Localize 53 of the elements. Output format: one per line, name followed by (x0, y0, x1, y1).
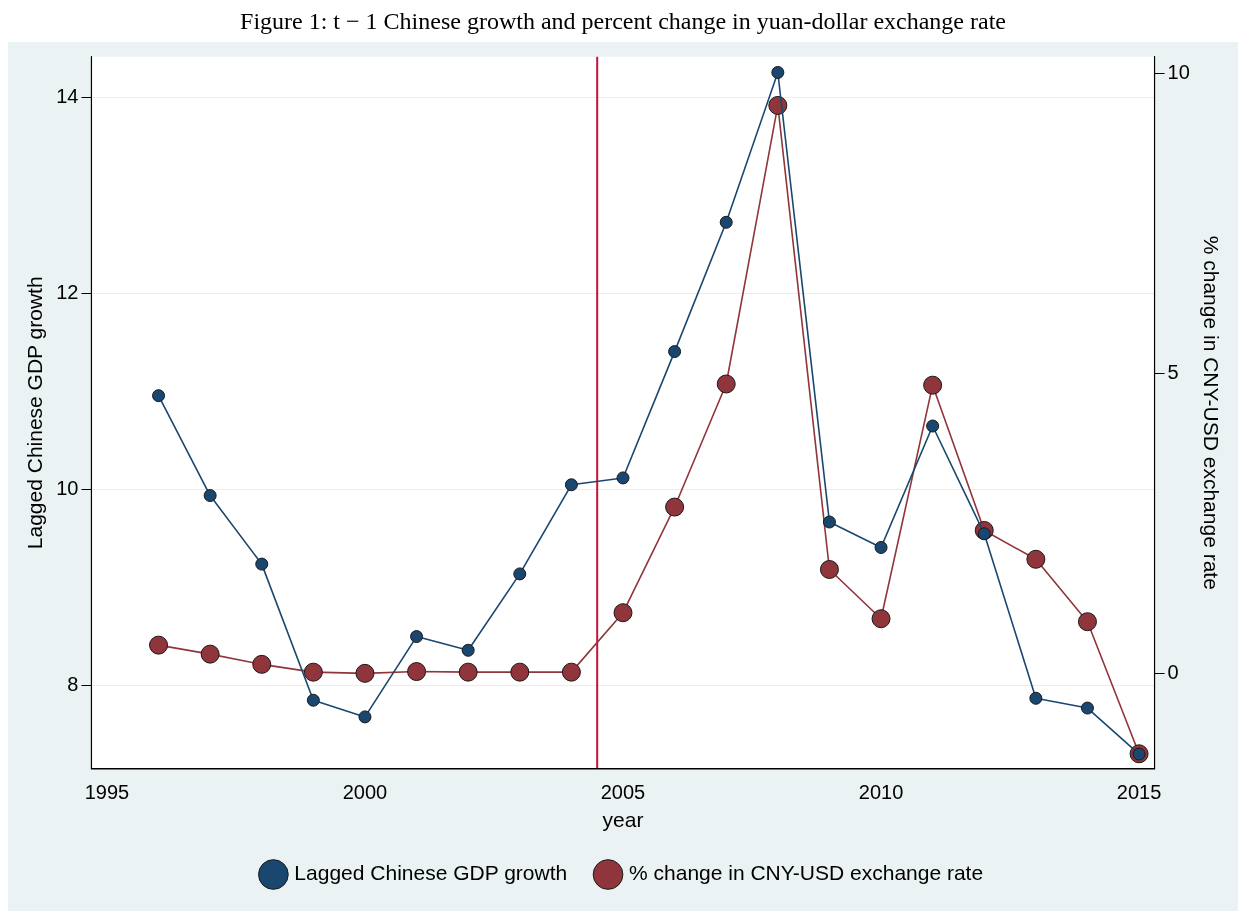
point (510, 662, 530, 682)
x-tick-label: 2005 (600, 781, 646, 804)
point (461, 643, 475, 657)
y2-tick-label: 5 (1167, 360, 1179, 383)
point (200, 644, 220, 664)
point (822, 515, 836, 529)
y2-tick-label: 10 (1167, 60, 1190, 83)
point (874, 540, 888, 554)
y-axis-title: Lagged Chinese GDP growth (23, 276, 47, 550)
legend-label: % change in CNY-USD exchange rate (629, 861, 984, 885)
point (252, 654, 272, 674)
y-tick-label: 12 (56, 281, 79, 304)
legend-label: Lagged Chinese GDP growth (294, 861, 568, 885)
y-tick-label: 10 (56, 477, 79, 500)
y2-tick-label: 0 (1167, 660, 1179, 683)
point (616, 471, 630, 485)
point (255, 557, 269, 571)
point (358, 710, 372, 724)
y-tick-label: 8 (67, 673, 79, 696)
point (668, 345, 682, 359)
point (407, 662, 427, 682)
point (564, 478, 578, 492)
point (458, 662, 478, 682)
point (871, 609, 891, 629)
point (355, 663, 375, 683)
point (152, 389, 166, 403)
point (306, 693, 320, 707)
x-tick-label: 2000 (342, 781, 388, 804)
point (923, 375, 943, 395)
point (819, 559, 839, 579)
point (303, 662, 323, 682)
point (1026, 549, 1046, 569)
point (513, 567, 527, 581)
x-axis-title: year (602, 808, 644, 832)
point (719, 215, 733, 229)
x-tick-label: 2010 (858, 781, 904, 804)
point (1077, 612, 1097, 632)
y2-axis-title: % change in CNY-USD exchange rate (1199, 235, 1223, 590)
point (561, 662, 581, 682)
point (1029, 691, 1043, 705)
point (716, 374, 736, 394)
y-tick-label: 14 (56, 85, 79, 108)
point (1080, 701, 1094, 715)
point (410, 630, 424, 644)
point (665, 497, 685, 517)
point (771, 65, 785, 79)
x-tick-label: 1995 (84, 781, 130, 804)
point (926, 419, 940, 433)
chart-title: Figure 1: t − 1 Chinese growth and percent change in yuan-dollar exchange rate (240, 7, 1006, 34)
point (149, 635, 169, 655)
point (613, 603, 633, 623)
x-tick-label: 2015 (1116, 781, 1162, 804)
point (203, 489, 217, 503)
